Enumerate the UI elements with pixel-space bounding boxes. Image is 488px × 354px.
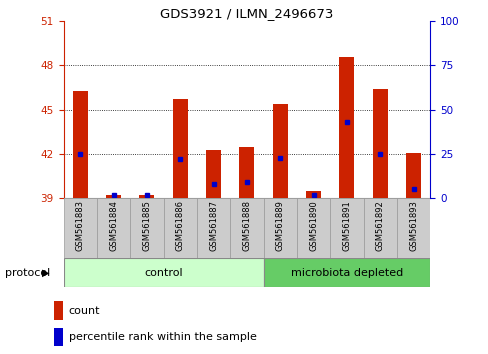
Text: microbiota depleted: microbiota depleted [290,268,402,278]
Bar [97,198,130,258]
Text: GSM561888: GSM561888 [242,200,251,251]
Text: GSM561887: GSM561887 [209,200,218,251]
Text: GSM561883: GSM561883 [76,200,84,251]
Bar [263,198,296,258]
Text: GSM561892: GSM561892 [375,200,384,251]
Text: GSM561885: GSM561885 [142,200,151,251]
Bar [272,104,287,198]
Bar [130,198,163,258]
Bar [205,150,221,198]
Bar [197,198,230,258]
Title: GDS3921 / ILMN_2496673: GDS3921 / ILMN_2496673 [160,7,333,20]
Bar [263,258,429,287]
Bar [305,191,321,198]
Text: GSM561890: GSM561890 [308,200,318,251]
Bar [73,91,87,198]
Text: count: count [69,306,100,316]
Bar [106,195,121,198]
Text: GSM561893: GSM561893 [408,200,417,251]
Bar [163,198,197,258]
Text: protocol: protocol [5,268,50,278]
Bar [54,328,63,346]
Text: percentile rank within the sample: percentile rank within the sample [69,332,256,342]
Text: control: control [144,268,183,278]
Bar [239,147,254,198]
Bar [296,198,329,258]
Bar [54,301,63,320]
Bar [139,195,154,198]
Bar [172,99,187,198]
Bar [63,258,263,287]
Bar [396,198,429,258]
Bar [372,89,387,198]
Bar [406,153,420,198]
Text: GSM561889: GSM561889 [275,200,284,251]
Bar [339,57,354,198]
Text: GSM561891: GSM561891 [342,200,351,251]
Text: GSM561886: GSM561886 [175,200,184,251]
Text: ▶: ▶ [41,268,49,278]
Text: GSM561884: GSM561884 [109,200,118,251]
Bar [230,198,263,258]
Bar [363,198,396,258]
Bar [329,198,363,258]
Bar [63,198,97,258]
